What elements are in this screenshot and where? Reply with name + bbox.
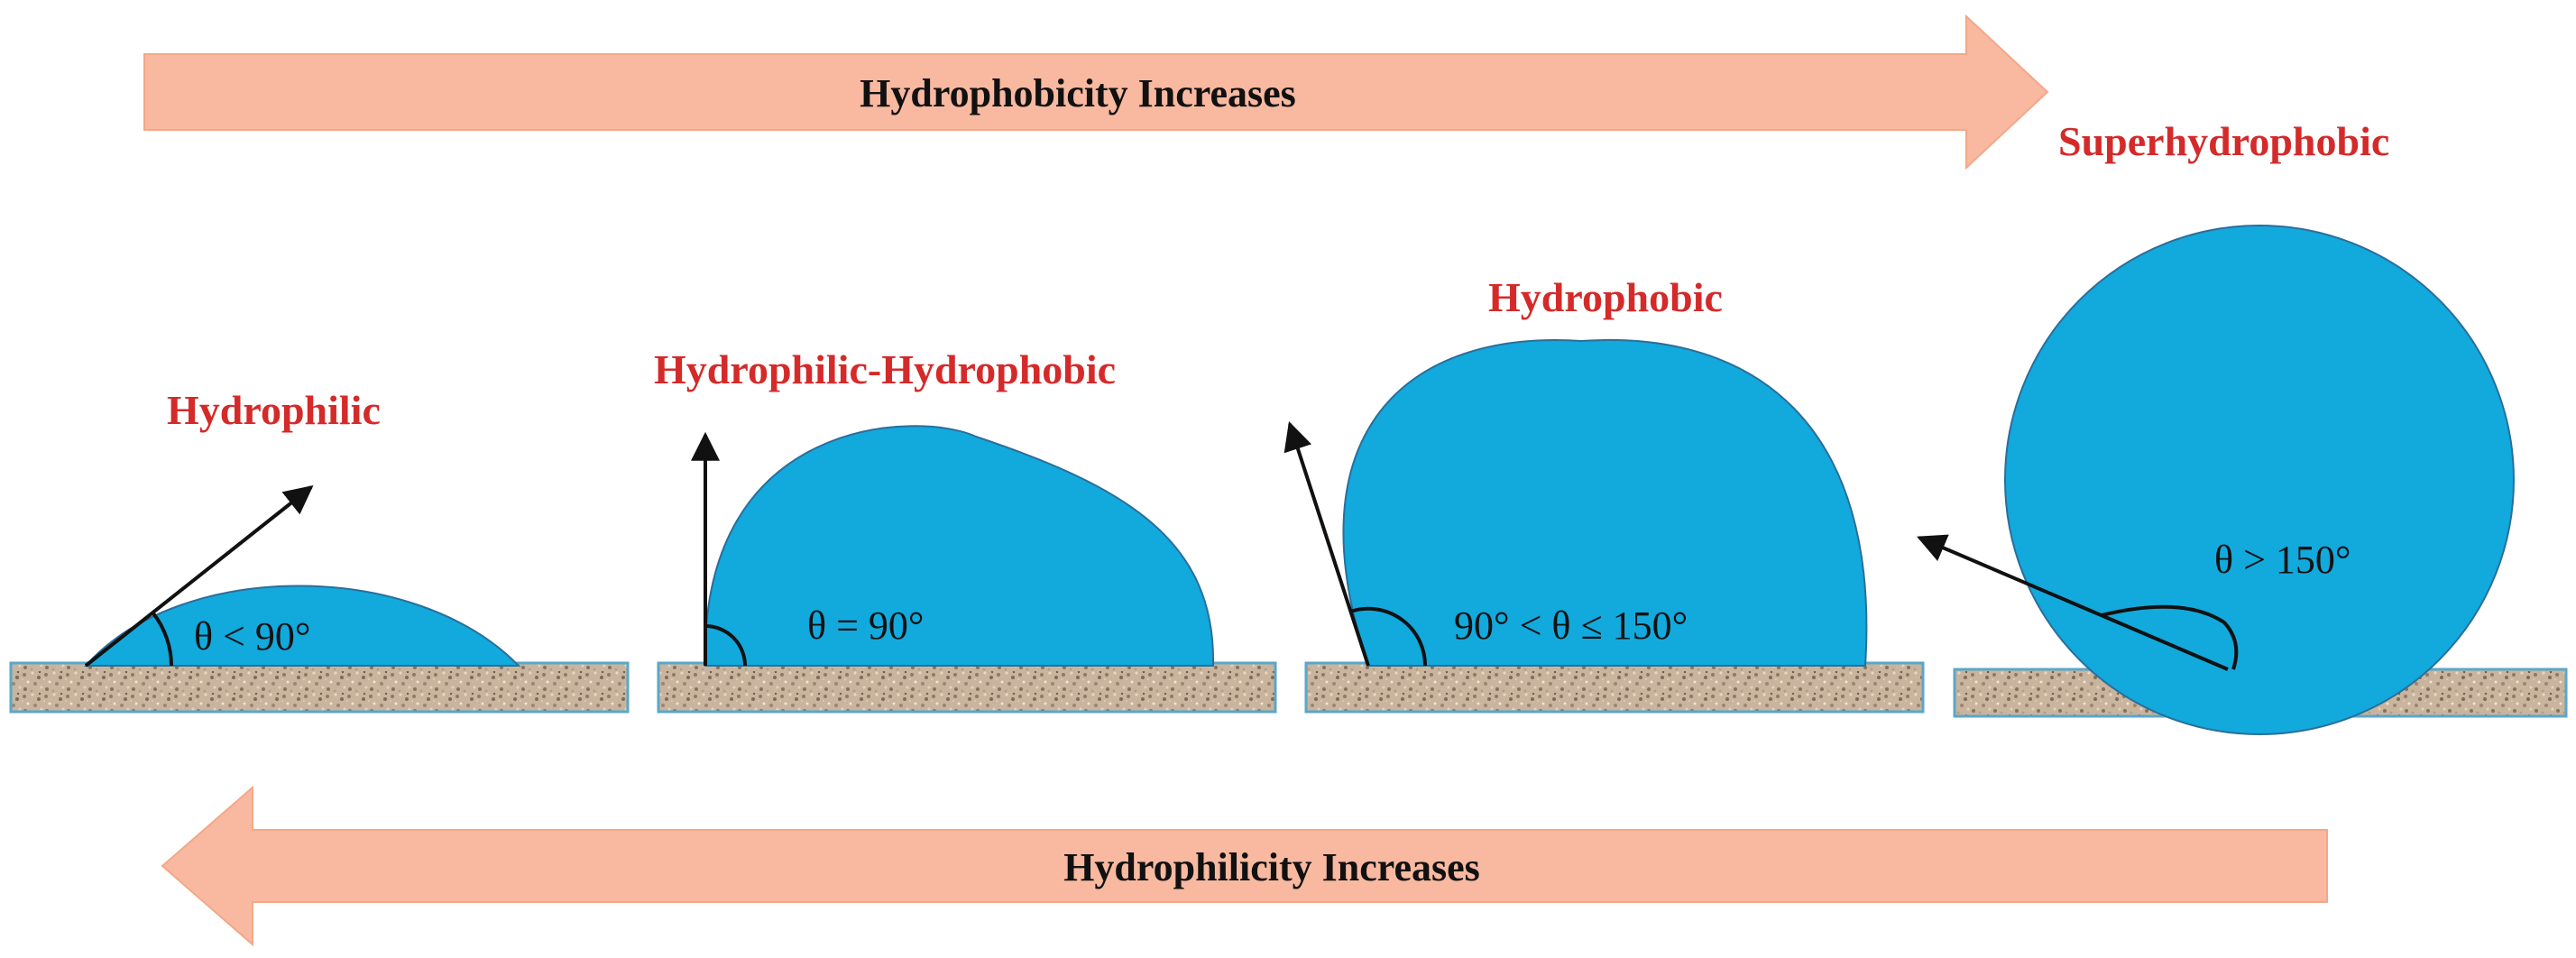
water-droplet [704,425,1215,667]
angle-condition: θ < 90° [194,614,311,659]
water-droplet [2004,225,2515,735]
hydrophilicity-arrow-shape [161,785,2328,947]
substrate [9,661,630,714]
panel-superhydrophobic: Superhydrophobic θ > 150° [1917,118,2568,735]
angle-arc [1349,606,1428,667]
angle-condition: θ = 90° [807,603,925,648]
panel-hydrophobic: Hydrophobic 90° < θ ≤ 150° [1283,274,1925,714]
angle-condition: 90° < θ ≤ 150° [1454,603,1688,648]
panel-hydrophilic-hydrophobic: Hydrophilic-Hydrophobic θ = 90° [654,346,1277,714]
tangent-arrow [1917,534,2229,671]
angle-condition: θ > 150° [2214,538,2351,582]
angle-arc [704,624,747,667]
hydrophobicity-arrow: Hydrophobicity Increases [143,14,2049,170]
tangent-arrow [84,485,314,668]
hydrophilicity-arrow: Hydrophilicity Increases [161,785,2328,947]
panel-label: Hydrophilic [167,387,381,433]
substrate [657,661,1277,714]
angle-arc [152,612,173,667]
panel-label: Superhydrophobic [2058,118,2389,164]
hydrophobicity-arrow-label: Hydrophobicity Increases [860,71,1296,115]
hydrophilicity-arrow-label: Hydrophilicity Increases [1063,845,1480,889]
panel-label: Hydrophobic [1488,274,1723,320]
water-droplet [1342,339,1868,667]
panel-label: Hydrophilic-Hydrophobic [654,346,1116,392]
angle-arc [2101,604,2239,670]
hydrophobicity-arrow-shape [143,14,2049,170]
substrate [1304,661,1925,714]
tangent-arrow [1283,420,1370,667]
panel-hydrophilic: Hydrophilic θ < 90° [9,387,630,714]
